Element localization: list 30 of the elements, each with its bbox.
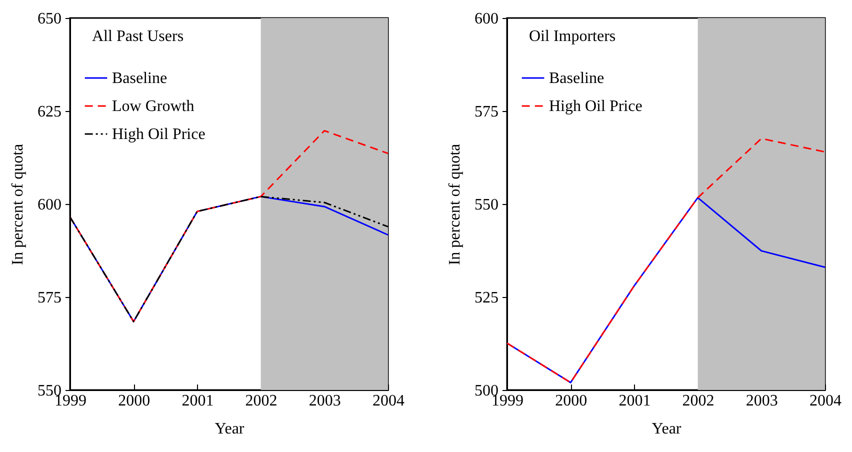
y-tick-label: 550: [474, 196, 498, 214]
y-axis-title: In percent of quota: [446, 144, 464, 266]
y-tick-label: 575: [38, 290, 62, 306]
y-axis-title: In percent of quota: [10, 144, 26, 266]
x-tick-label: 2004: [810, 392, 842, 410]
x-tick-label: 2002: [682, 392, 714, 410]
x-tick-label: 2004: [372, 392, 404, 410]
y-tick-label: 525: [474, 290, 498, 306]
y-tick-label: 650: [38, 10, 62, 28]
legend-label: High Oil Price: [112, 126, 206, 143]
x-tick-label: 2002: [245, 392, 278, 410]
legend-label: Baseline: [549, 70, 604, 87]
x-tick-label: 2003: [746, 392, 778, 410]
text: Oil Importers: [529, 28, 616, 45]
y-tick-label: 600: [38, 196, 62, 214]
x-tick-label: 2001: [182, 392, 214, 410]
x-axis-title: Year: [214, 420, 245, 438]
legend-label: Low Growth: [112, 98, 194, 115]
y-tick-label: 600: [474, 10, 498, 28]
legend-label: High Oil Price: [549, 98, 642, 115]
legend-label: Baseline: [112, 70, 168, 87]
x-tick-label: 2001: [618, 392, 651, 410]
y-tick-label: 575: [474, 104, 498, 120]
x-tick-label: 2003: [308, 392, 341, 410]
line-series: [506, 138, 826, 384]
x-tick-label: 2000: [555, 392, 588, 410]
text: All Past Users: [92, 28, 184, 45]
x-axis-title: Year: [652, 420, 682, 438]
x-tick-label: 2000: [118, 392, 150, 410]
y-tick-label: 625: [38, 104, 62, 120]
